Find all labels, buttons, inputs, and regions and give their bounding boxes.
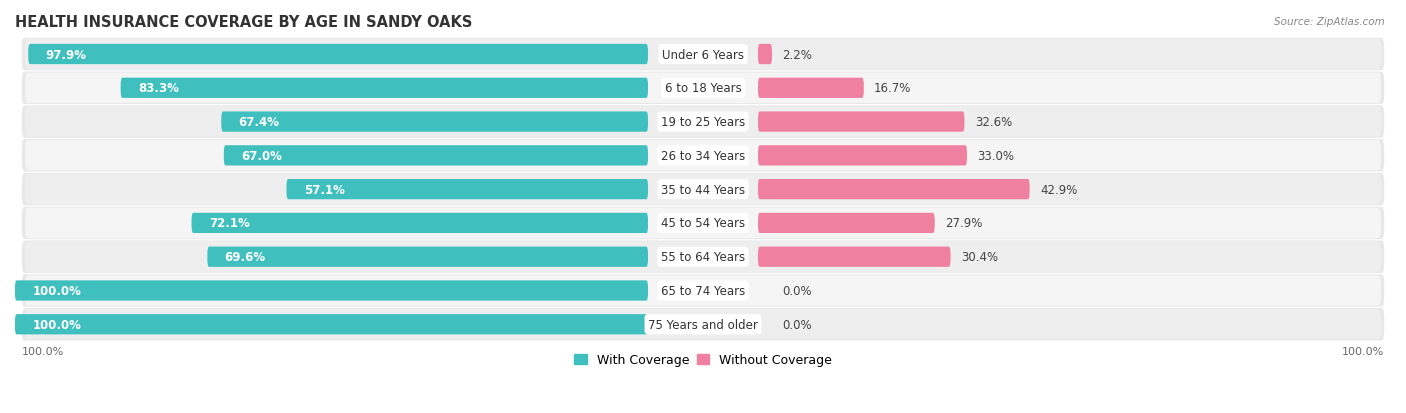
Text: 67.4%: 67.4% xyxy=(239,116,280,129)
FancyBboxPatch shape xyxy=(287,180,648,200)
Text: 26 to 34 Years: 26 to 34 Years xyxy=(661,150,745,162)
FancyBboxPatch shape xyxy=(207,247,648,267)
FancyBboxPatch shape xyxy=(21,241,1385,273)
FancyBboxPatch shape xyxy=(21,207,1385,240)
Text: 72.1%: 72.1% xyxy=(209,217,249,230)
FancyBboxPatch shape xyxy=(25,309,1381,339)
Text: 100.0%: 100.0% xyxy=(32,284,82,297)
Text: 45 to 54 Years: 45 to 54 Years xyxy=(661,217,745,230)
Text: 57.1%: 57.1% xyxy=(304,183,344,196)
FancyBboxPatch shape xyxy=(25,74,1381,104)
Text: 55 to 64 Years: 55 to 64 Years xyxy=(661,251,745,263)
Text: 16.7%: 16.7% xyxy=(875,82,911,95)
Text: 35 to 44 Years: 35 to 44 Years xyxy=(661,183,745,196)
FancyBboxPatch shape xyxy=(21,39,1385,71)
FancyBboxPatch shape xyxy=(221,112,648,133)
Text: 75 Years and older: 75 Years and older xyxy=(648,318,758,331)
Text: 6 to 18 Years: 6 to 18 Years xyxy=(665,82,741,95)
FancyBboxPatch shape xyxy=(25,175,1381,205)
FancyBboxPatch shape xyxy=(758,112,965,133)
FancyBboxPatch shape xyxy=(224,146,648,166)
FancyBboxPatch shape xyxy=(758,45,772,65)
Text: 30.4%: 30.4% xyxy=(960,251,998,263)
FancyBboxPatch shape xyxy=(28,45,648,65)
FancyBboxPatch shape xyxy=(25,208,1381,239)
Text: 0.0%: 0.0% xyxy=(782,284,811,297)
FancyBboxPatch shape xyxy=(25,40,1381,70)
Text: 67.0%: 67.0% xyxy=(240,150,283,162)
FancyBboxPatch shape xyxy=(21,173,1385,206)
FancyBboxPatch shape xyxy=(25,242,1381,272)
Text: HEALTH INSURANCE COVERAGE BY AGE IN SANDY OAKS: HEALTH INSURANCE COVERAGE BY AGE IN SAND… xyxy=(15,15,472,30)
FancyBboxPatch shape xyxy=(21,275,1385,307)
Text: 32.6%: 32.6% xyxy=(974,116,1012,129)
Text: 69.6%: 69.6% xyxy=(225,251,266,263)
FancyBboxPatch shape xyxy=(21,308,1385,341)
Legend: With Coverage, Without Coverage: With Coverage, Without Coverage xyxy=(569,349,837,371)
FancyBboxPatch shape xyxy=(758,146,967,166)
FancyBboxPatch shape xyxy=(21,140,1385,172)
Text: 100.0%: 100.0% xyxy=(32,318,82,331)
Text: Under 6 Years: Under 6 Years xyxy=(662,48,744,62)
FancyBboxPatch shape xyxy=(25,275,1381,306)
Text: 97.9%: 97.9% xyxy=(45,48,87,62)
Text: 19 to 25 Years: 19 to 25 Years xyxy=(661,116,745,129)
FancyBboxPatch shape xyxy=(25,107,1381,138)
FancyBboxPatch shape xyxy=(15,281,648,301)
FancyBboxPatch shape xyxy=(21,72,1385,105)
FancyBboxPatch shape xyxy=(191,213,648,233)
Text: 65 to 74 Years: 65 to 74 Years xyxy=(661,284,745,297)
FancyBboxPatch shape xyxy=(25,141,1381,171)
FancyBboxPatch shape xyxy=(758,180,1029,200)
Text: 100.0%: 100.0% xyxy=(1341,347,1384,356)
FancyBboxPatch shape xyxy=(758,213,935,233)
FancyBboxPatch shape xyxy=(758,78,863,99)
FancyBboxPatch shape xyxy=(758,247,950,267)
Text: 0.0%: 0.0% xyxy=(782,318,811,331)
Text: 27.9%: 27.9% xyxy=(945,217,983,230)
Text: 2.2%: 2.2% xyxy=(782,48,813,62)
FancyBboxPatch shape xyxy=(121,78,648,99)
FancyBboxPatch shape xyxy=(15,314,648,335)
Text: 83.3%: 83.3% xyxy=(138,82,179,95)
Text: 100.0%: 100.0% xyxy=(22,347,65,356)
FancyBboxPatch shape xyxy=(21,106,1385,138)
Text: Source: ZipAtlas.com: Source: ZipAtlas.com xyxy=(1274,17,1385,26)
Text: 42.9%: 42.9% xyxy=(1040,183,1077,196)
Text: 33.0%: 33.0% xyxy=(977,150,1014,162)
